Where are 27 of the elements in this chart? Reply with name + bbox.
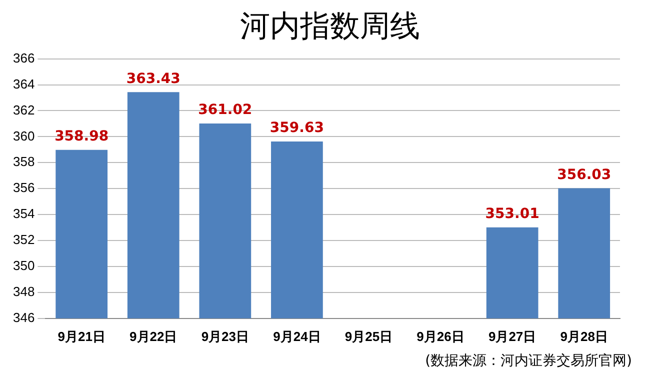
y-tick-label: 366 (12, 50, 35, 66)
x-tick-label: 9月27日 (488, 328, 536, 344)
x-tick-label: 9月28日 (560, 328, 608, 344)
x-tick-label: 9月22日 (130, 328, 178, 344)
y-tick-label: 362 (12, 102, 35, 118)
x-tick-label: 9月23日 (201, 328, 250, 344)
text: (数据来源：河内证券交易所官网) (425, 352, 632, 370)
y-tick-label: 360 (12, 128, 35, 144)
data-label: 358.98 (54, 128, 109, 145)
y-tick-label: 348 (12, 284, 35, 300)
y-tick-label: 346 (12, 310, 35, 325)
data-label: 359.63 (270, 120, 324, 136)
data-label: 363.43 (126, 70, 180, 87)
chart-title: 河内指数周线 (239, 8, 421, 46)
x-tick-label: 9月21日 (58, 328, 106, 344)
y-tick-label: 354 (12, 206, 35, 222)
x-tick-label: 9月25日 (344, 328, 393, 344)
data-label: 353.01 (485, 206, 540, 222)
x-tick-label: 9月24日 (273, 328, 321, 344)
y-tick-label: 356 (12, 180, 35, 196)
y-tick-label: 352 (12, 232, 35, 248)
x-tick-label: 9月26日 (416, 328, 464, 344)
y-tick-label: 350 (12, 258, 35, 274)
data-label: 361.02 (198, 102, 252, 118)
y-tick-label: 364 (12, 76, 35, 92)
data-label: 356.03 (557, 166, 612, 183)
y-tick-label: 358 (12, 154, 35, 170)
